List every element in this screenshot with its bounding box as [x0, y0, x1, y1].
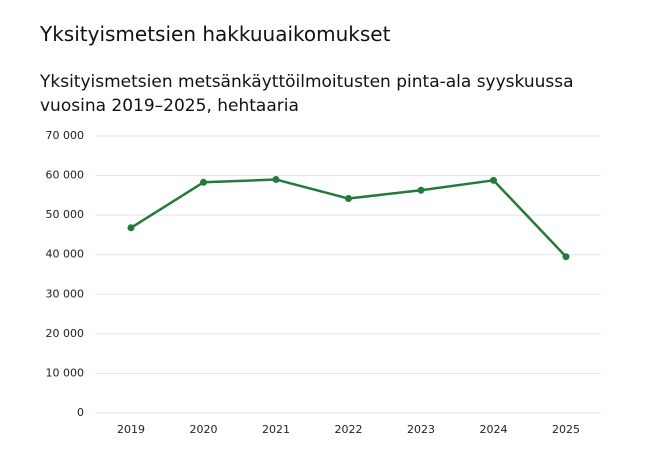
y-tick-label: 30 000	[46, 287, 85, 300]
data-point	[200, 178, 207, 186]
chart-title: Yksityismetsien metsänkäyttöilmoitusten …	[40, 72, 574, 116]
data-point	[345, 195, 352, 203]
data-line	[130, 178, 567, 258]
data-point	[490, 176, 497, 184]
x-tick-label: 2020	[190, 423, 218, 436]
y-tick-label: 10 000	[46, 366, 85, 379]
page-heading: Yksityismetsien hakkuuaikomukset	[40, 22, 391, 46]
data-point	[562, 253, 570, 261]
x-tick-label: 2022	[335, 423, 363, 436]
x-tick-label: 2021	[262, 423, 290, 436]
y-tick-label: 70 000	[46, 129, 85, 142]
data-point	[127, 224, 135, 232]
y-tick-label: 40 000	[46, 248, 85, 261]
x-tick-label: 2024	[480, 423, 508, 436]
data-point	[272, 176, 280, 184]
data-point	[417, 186, 425, 194]
y-tick-label: 20 000	[46, 327, 85, 340]
y-tick-label: 50 000	[46, 208, 85, 221]
x-tick-label: 2023	[407, 423, 435, 436]
x-tick-label: 2019	[117, 423, 145, 436]
x-tick-label: 2025	[552, 423, 580, 436]
y-tick-label: 60 000	[46, 169, 85, 182]
y-tick-label: 0	[77, 406, 84, 419]
